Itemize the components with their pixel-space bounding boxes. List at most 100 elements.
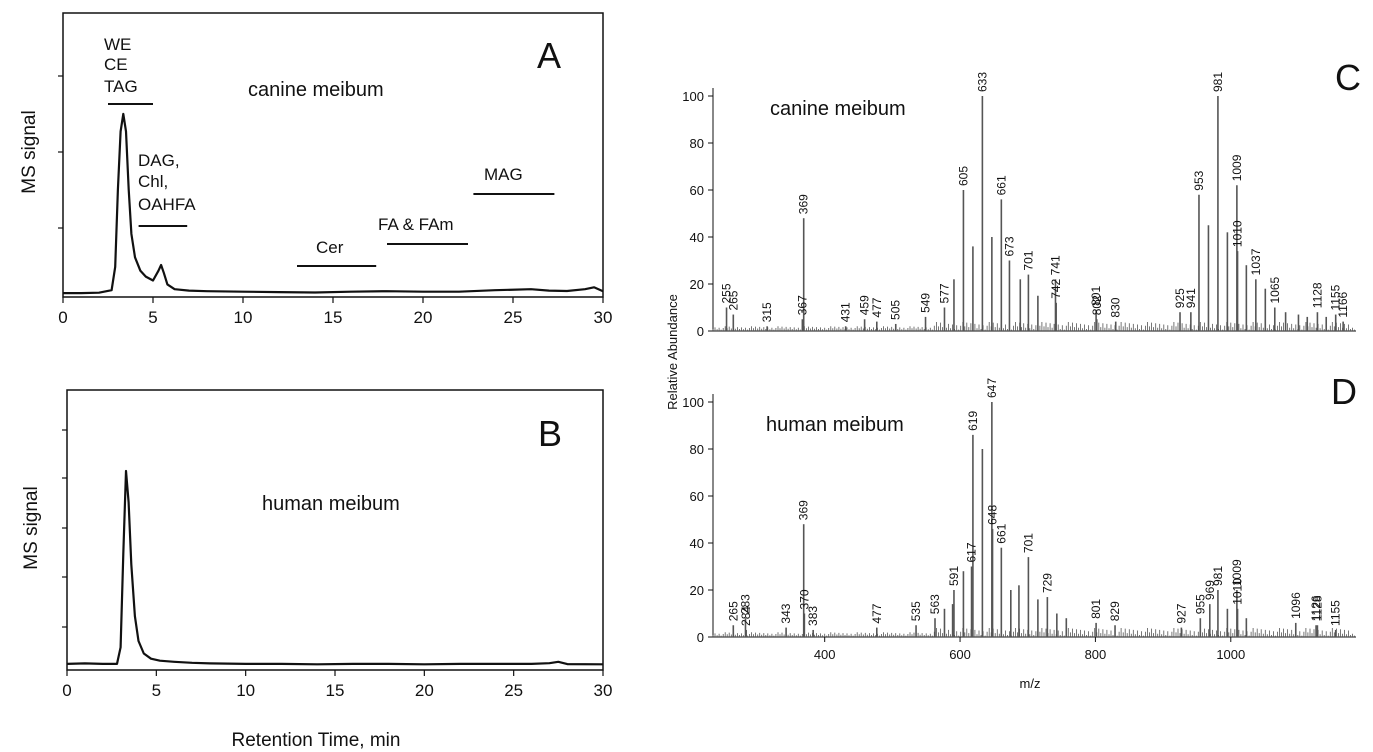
chrom-a-ylabel: MS signal	[19, 110, 40, 193]
ms-c-peak-label: 941	[1184, 288, 1198, 308]
ms-c-annotation: canine meibum	[770, 98, 906, 120]
chrom-a-xtick-label: 30	[594, 308, 613, 327]
ms-d-ytick-label: 80	[690, 442, 704, 457]
ms-c-peak-label: 367	[795, 295, 809, 315]
ms-d-peak-label: 981	[1211, 566, 1225, 586]
ms-c-ytick-label: 0	[697, 324, 704, 339]
region-label: WE	[104, 35, 131, 54]
region-label: MAG	[484, 165, 523, 184]
ms-d-peak-label: 1009	[1230, 559, 1244, 586]
ms-d-peak-label: 955	[1193, 594, 1207, 614]
chrom-b-frame	[66, 389, 604, 671]
ms-c-noise	[712, 322, 1355, 331]
ms-ylabel: Relative Abundance	[665, 294, 680, 410]
region-label: FA & FAm	[378, 215, 454, 234]
chrom-a-xtick-label: 25	[504, 308, 523, 327]
ms-d-peak-label: 647	[985, 378, 999, 398]
chrom-b-xtick-label: 20	[415, 681, 434, 700]
ms-d-noise	[712, 628, 1355, 637]
ms-c-peak-label: 925	[1173, 288, 1187, 308]
ms-d-xlabel: m/z	[1020, 676, 1041, 691]
chrom-b-xtick-label: 5	[152, 681, 161, 700]
ms-d-xtick-label: 1000	[1216, 647, 1245, 662]
ms-c-peak-label: 1009	[1230, 154, 1244, 181]
ms-d-peak-label: 535	[909, 601, 923, 621]
ms-d-peak-label: 284	[739, 606, 753, 626]
ms-c-peak-label: 431	[839, 302, 853, 322]
chrom-a-xtick-label: 5	[148, 308, 157, 327]
chrom-b-xtick-label: 0	[62, 681, 71, 700]
ms-c-peak-label: 1166	[1336, 291, 1350, 317]
ms-c-peak-label: 1037	[1249, 248, 1263, 275]
ms-c-peak-label: 549	[919, 293, 933, 313]
ms-d-panel-letter: D	[1331, 371, 1357, 412]
ms-c-peak-label: 701	[1021, 250, 1035, 270]
ms-c-peak-label: 1065	[1268, 276, 1282, 303]
ms-d-peak-label: 383	[806, 606, 820, 626]
chrom-b-xtick-label: 15	[326, 681, 345, 700]
ms-d-peak-label: 283	[738, 594, 752, 614]
ms-c-peak-label: 477	[870, 297, 884, 317]
ms-c-ytick-label: 40	[690, 230, 704, 245]
ms-c-ytick-label: 80	[690, 136, 704, 151]
ms-d-ytick-label: 100	[682, 395, 704, 410]
ms-d-peak-label: 927	[1174, 603, 1188, 623]
ms-c-peak-label: 459	[858, 295, 872, 315]
region-label: DAG,	[138, 151, 180, 170]
ms-c-peak-label: 633	[975, 72, 989, 92]
ms-d-xtick-label: 400	[814, 647, 836, 662]
ms-c-peak-label: 673	[1002, 236, 1016, 256]
ms-d-xtick-label: 600	[949, 647, 971, 662]
ms-c-peak-label: 255	[720, 283, 734, 303]
ms-d-peak-label: 661	[994, 523, 1008, 543]
ms-c-peak-label: 742	[1049, 278, 1063, 298]
ms-d-ytick-label: 0	[697, 630, 704, 645]
ms-c-peak-label: 830	[1109, 297, 1123, 317]
ms-c-peak-label: 1128	[1310, 282, 1324, 308]
ms-c-ytick-label: 20	[690, 277, 704, 292]
ms-d-ytick-label: 40	[690, 536, 704, 551]
ms-d-ytick-label: 20	[690, 583, 704, 598]
ms-d-peak-label: 829	[1108, 601, 1122, 621]
ms-d-peak-label: 701	[1021, 533, 1035, 553]
chrom-a-panel-letter: A	[537, 35, 561, 76]
ms-d-peak-label: 1128	[1310, 595, 1324, 621]
ms-d-peak-label: 370	[797, 589, 811, 609]
ms-c-peak-label: 661	[994, 175, 1008, 195]
chrom-a-trace	[63, 112, 604, 295]
ms-c-peak-label: 981	[1211, 72, 1225, 92]
ms-d-peak-label: 477	[870, 603, 884, 623]
ms-d-peak-label: 265	[726, 601, 740, 621]
region-label: Chl,	[138, 172, 168, 191]
region-label: TAG	[104, 77, 138, 96]
ms-d-peak-label: 1126	[1309, 595, 1323, 621]
ms-d-peak-label: 619	[966, 411, 980, 431]
ms-c-peak-label: 953	[1192, 170, 1206, 190]
ms-c-peak-label: 315	[760, 302, 774, 322]
chrom-b-trace	[66, 469, 604, 666]
ms-d-annotation: human meibum	[766, 414, 904, 436]
chrom-a-xtick-label: 0	[58, 308, 67, 327]
ms-d-peak-label: 591	[947, 566, 961, 586]
ms-c-peak-label: 1155	[1329, 284, 1343, 310]
ms-c-peak-label: 741	[1048, 255, 1062, 275]
chrom-b-panel-letter: B	[538, 413, 562, 454]
chrom-b-xtick-label: 25	[504, 681, 523, 700]
ms-d-peak-label: 729	[1040, 573, 1054, 593]
ms-d-peak-label: 969	[1203, 580, 1217, 600]
ms-c-peak-label: 265	[726, 290, 740, 310]
ms-c-ytick-label: 100	[682, 89, 704, 104]
ms-d-ytick-label: 60	[690, 489, 704, 504]
ms-d-peak-label: 563	[928, 594, 942, 614]
region-label: Cer	[316, 238, 344, 257]
ms-c-peak-label: 801	[1089, 286, 1103, 306]
chrom-b-annotation: human meibum	[262, 493, 400, 515]
ms-d-peak-label: 617	[965, 542, 979, 562]
chrom-a-xtick-label: 15	[324, 308, 343, 327]
chrom-a-xtick-label: 20	[414, 308, 433, 327]
region-label: CE	[104, 55, 128, 74]
ms-d-peak-label: 648	[986, 505, 1000, 525]
ms-d-peak-label: 1010	[1231, 578, 1245, 605]
ms-d-peak-label: 801	[1089, 599, 1103, 619]
